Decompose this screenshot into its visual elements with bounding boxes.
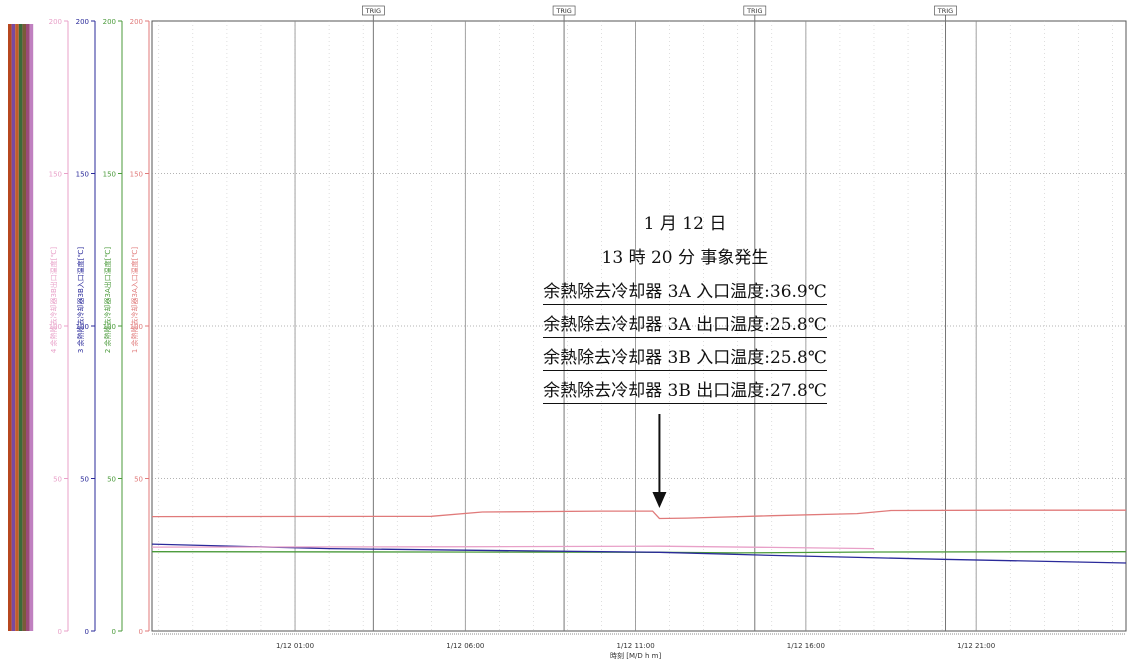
y-tick-label: 0	[58, 628, 62, 636]
annotation-temp-3a-outlet: 余熱除去冷却器 3A 出口温度:25.8℃	[505, 310, 865, 338]
x-tick-label: 1/12 11:00	[617, 642, 655, 650]
y-axes: 0 50 100 150 200 4 余熱除去冷却器3B出口温度[℃] 0 50 100 150 2…	[49, 18, 150, 636]
x-tick-label: 1/12 16:00	[787, 642, 825, 650]
series-lines	[151, 509, 1127, 564]
y-tick-label: 150	[76, 171, 89, 179]
y-tick-label: 150	[49, 171, 62, 179]
y-axis-label: 2 余熱除去冷却器3A出口温度[℃]	[103, 247, 112, 354]
y-tick-label: 200	[103, 18, 116, 26]
series-line	[151, 551, 1127, 554]
y-tick-label: 50	[134, 476, 143, 484]
y-tick-label: 100	[103, 323, 116, 331]
annotation-temp-3b-outlet: 余熱除去冷却器 3B 出口温度:27.8℃	[505, 376, 865, 404]
y-axis-label: 1 余熱除去冷却器3A入口温度[℃]	[130, 247, 139, 354]
y-tick-label: 200	[130, 18, 143, 26]
x-tick-label: 1/12 06:00	[446, 642, 484, 650]
channel-stripe	[11, 24, 16, 631]
grid-lines	[152, 21, 1126, 631]
annotation-temp-3a-inlet: 余熱除去冷却器 3A 入口温度:36.9℃	[505, 277, 865, 305]
channel-stripe	[29, 24, 34, 631]
y-tick-label: 0	[139, 628, 143, 636]
annotation-event-time: 13 時 20 分 事象発生	[601, 248, 769, 268]
y-tick-label: 150	[103, 171, 116, 179]
y-tick-label: 100	[49, 323, 62, 331]
x-tick-label: 1/12 01:00	[276, 642, 314, 650]
trig-label: TRIG	[365, 7, 381, 15]
channel-stripe	[18, 24, 23, 631]
x-axis-label: 時刻 [M/D h m]	[610, 651, 661, 660]
trig-label: TRIG	[937, 7, 953, 15]
y-tick-label: 100	[76, 323, 89, 331]
channel-color-stripes	[8, 24, 34, 631]
trig-box	[552, 5, 576, 16]
x-tick-label: 1/12 21:00	[957, 642, 995, 650]
series-line	[151, 545, 875, 550]
y-tick-label: 50	[53, 476, 62, 484]
series-line	[151, 509, 1126, 520]
event-arrow	[652, 414, 667, 508]
trigger-markers: TRIG TRIG TRIG TRIG	[362, 5, 957, 631]
trig-label: TRIG	[746, 7, 762, 15]
series-line	[151, 543, 1127, 564]
y-tick-label: 0	[85, 628, 89, 636]
y-tick-label: 0	[112, 628, 116, 636]
channel-stripe	[26, 24, 30, 631]
channel-stripe	[8, 24, 12, 631]
trig-label: TRIG	[555, 7, 571, 15]
trig-box	[934, 5, 957, 16]
channel-stripe	[15, 24, 19, 631]
y-axis-label: 4 余熱除去冷却器3B出口温度[℃]	[49, 247, 58, 354]
annotation-temp-3b-inlet: 余熱除去冷却器 3B 入口温度:25.8℃	[505, 343, 865, 371]
x-axis: 1/12 01:00 1/12 06:00 1/12 11:00 1/12 16:00…	[152, 633, 1126, 660]
y-tick-label: 50	[80, 476, 89, 484]
annotation-date: 1 月 12 日	[643, 214, 727, 234]
arrow-head	[652, 492, 667, 508]
trig-box	[362, 5, 385, 16]
y-tick-label: 50	[107, 476, 116, 484]
channel-stripe	[22, 24, 26, 631]
y-tick-label: 150	[130, 171, 143, 179]
trig-box	[743, 5, 767, 16]
y-tick-label: 200	[49, 18, 62, 26]
y-axis-label: 3 余熱除去冷却器3B入口温度[℃]	[76, 247, 85, 354]
y-tick-label: 100	[130, 323, 143, 331]
y-tick-label: 200	[76, 18, 89, 26]
